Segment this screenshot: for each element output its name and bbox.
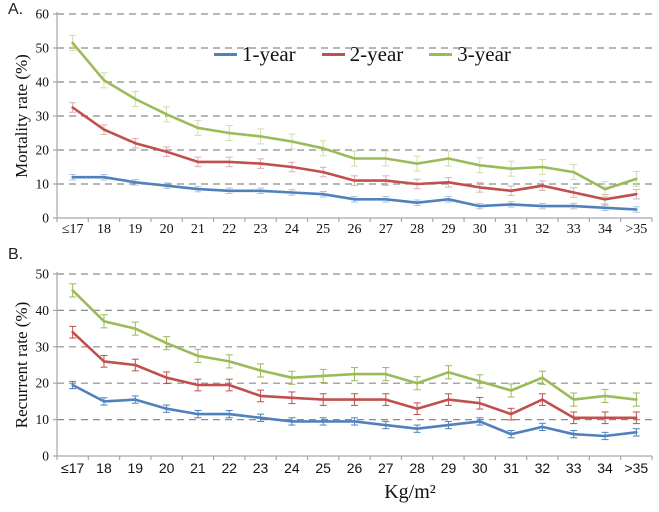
panel-a-y-tick-label: 20 bbox=[36, 143, 50, 158]
panel-a-line-1-year bbox=[71, 175, 638, 211]
panel-b-label: B. bbox=[8, 246, 24, 263]
panel-a: 0 10 20 30 40 50 60 ≤17 18 19 20 21 22 23 24 25 26 27 28 29… bbox=[36, 7, 653, 237]
panel-b-x-tick-label: 23 bbox=[253, 460, 269, 476]
panel-a-x-tick-label: 27 bbox=[379, 222, 393, 237]
legend-swatch-1-year bbox=[214, 52, 237, 56]
panel-b-line-2-year bbox=[71, 330, 638, 420]
panel-a-x-tick-label: 31 bbox=[504, 222, 518, 237]
panel-a-x-tick-label: 26 bbox=[348, 222, 362, 237]
panel-a-y-tick-label: 40 bbox=[36, 75, 50, 90]
panel-a-label: A. bbox=[8, 1, 24, 18]
panel-a-x-tick-label: 20 bbox=[160, 222, 174, 237]
panel-b-x-tick-label: 30 bbox=[472, 460, 488, 476]
panel-b-line-3-year bbox=[71, 289, 638, 401]
panel-b-y-tick-label: 30 bbox=[36, 339, 50, 354]
panel-b-x-tick-label: 34 bbox=[597, 460, 613, 476]
panel-b-x-tick-label: 29 bbox=[441, 460, 457, 476]
legend-swatch-3-year bbox=[429, 52, 453, 56]
panel-b-y-tick-label: 50 bbox=[36, 267, 50, 282]
panel-b-errorbars-3-year bbox=[69, 283, 640, 407]
panel-b-x-tick-label: 31 bbox=[503, 460, 519, 476]
panel-a-line-3-year bbox=[71, 41, 638, 191]
panel-b-x-tick-label: 20 bbox=[159, 460, 175, 476]
panel-b-x-tick-label: 27 bbox=[378, 460, 394, 476]
panel-a-x-tick-label: 19 bbox=[128, 222, 142, 237]
panel-b-x-tick-label: 25 bbox=[315, 460, 331, 476]
panel-b-x-tick-label: 21 bbox=[190, 460, 206, 476]
panel-b-x-tick-label: ≤17 bbox=[61, 460, 84, 476]
panel-b-x-tick-label: >35 bbox=[624, 460, 648, 476]
panel-b-y-tick-label: 40 bbox=[36, 303, 50, 318]
panel-a-x-tick-label: 34 bbox=[598, 222, 612, 237]
panel-b-x-tick-label: 32 bbox=[535, 460, 551, 476]
panel-b: 0 10 20 30 40 50 ≤17 18 19 20 21 22 23 24 25 26 27 28 29 30… bbox=[36, 267, 653, 476]
panel-b-y-tick-label: 10 bbox=[36, 412, 50, 427]
panel-a-x-tick-label: 22 bbox=[222, 222, 236, 237]
panel-a-x-tick-label: 24 bbox=[285, 222, 299, 237]
panel-b-y-tick-label: 0 bbox=[42, 449, 49, 464]
panel-b-x-tick-label: 24 bbox=[284, 460, 300, 476]
panel-a-x-tick-label: 32 bbox=[535, 222, 549, 237]
panel-a-y-tick-label: 10 bbox=[36, 177, 50, 192]
panel-b-x-tick-label: 19 bbox=[128, 460, 144, 476]
panel-a-y-tick-label: 0 bbox=[42, 211, 49, 226]
panel-b-x-tick-label: 18 bbox=[96, 460, 112, 476]
panel-a-y-tick-label: 30 bbox=[36, 109, 50, 124]
panel-a-x-tick-label: ≤17 bbox=[62, 222, 84, 237]
panel-a-x-tick-label: 33 bbox=[567, 222, 581, 237]
panel-a-x-tick-label: 28 bbox=[410, 222, 424, 237]
panel-b-x-tick-label: 22 bbox=[221, 460, 237, 476]
panel-a-y-tick-label: 60 bbox=[36, 7, 50, 22]
panel-a-line-2-year bbox=[71, 106, 638, 201]
panel-a-x-tick-label: >35 bbox=[625, 222, 647, 237]
x-axis-title: Kg/m² bbox=[384, 481, 436, 503]
panel-a-x-tick-label: 29 bbox=[441, 222, 455, 237]
panel-a-x-tick-label: 25 bbox=[316, 222, 330, 237]
panel-a-x-tick-label: 30 bbox=[473, 222, 487, 237]
panel-b-x-tick-label: 26 bbox=[347, 460, 363, 476]
panel-a-x-tick-label: 21 bbox=[191, 222, 205, 237]
panel-a-y-tick-label: 50 bbox=[36, 41, 50, 56]
panel-b-line-1-year bbox=[71, 383, 638, 438]
panel-a-x-tick-label: 18 bbox=[97, 222, 111, 237]
panel-b-x-tick-label: 33 bbox=[566, 460, 582, 476]
panel-b-y-tick-label: 20 bbox=[36, 376, 50, 391]
panel-b-x-tick-label: 28 bbox=[409, 460, 425, 476]
legend-swatch-2-year bbox=[321, 52, 345, 56]
panel-a-x-tick-label: 23 bbox=[254, 222, 268, 237]
